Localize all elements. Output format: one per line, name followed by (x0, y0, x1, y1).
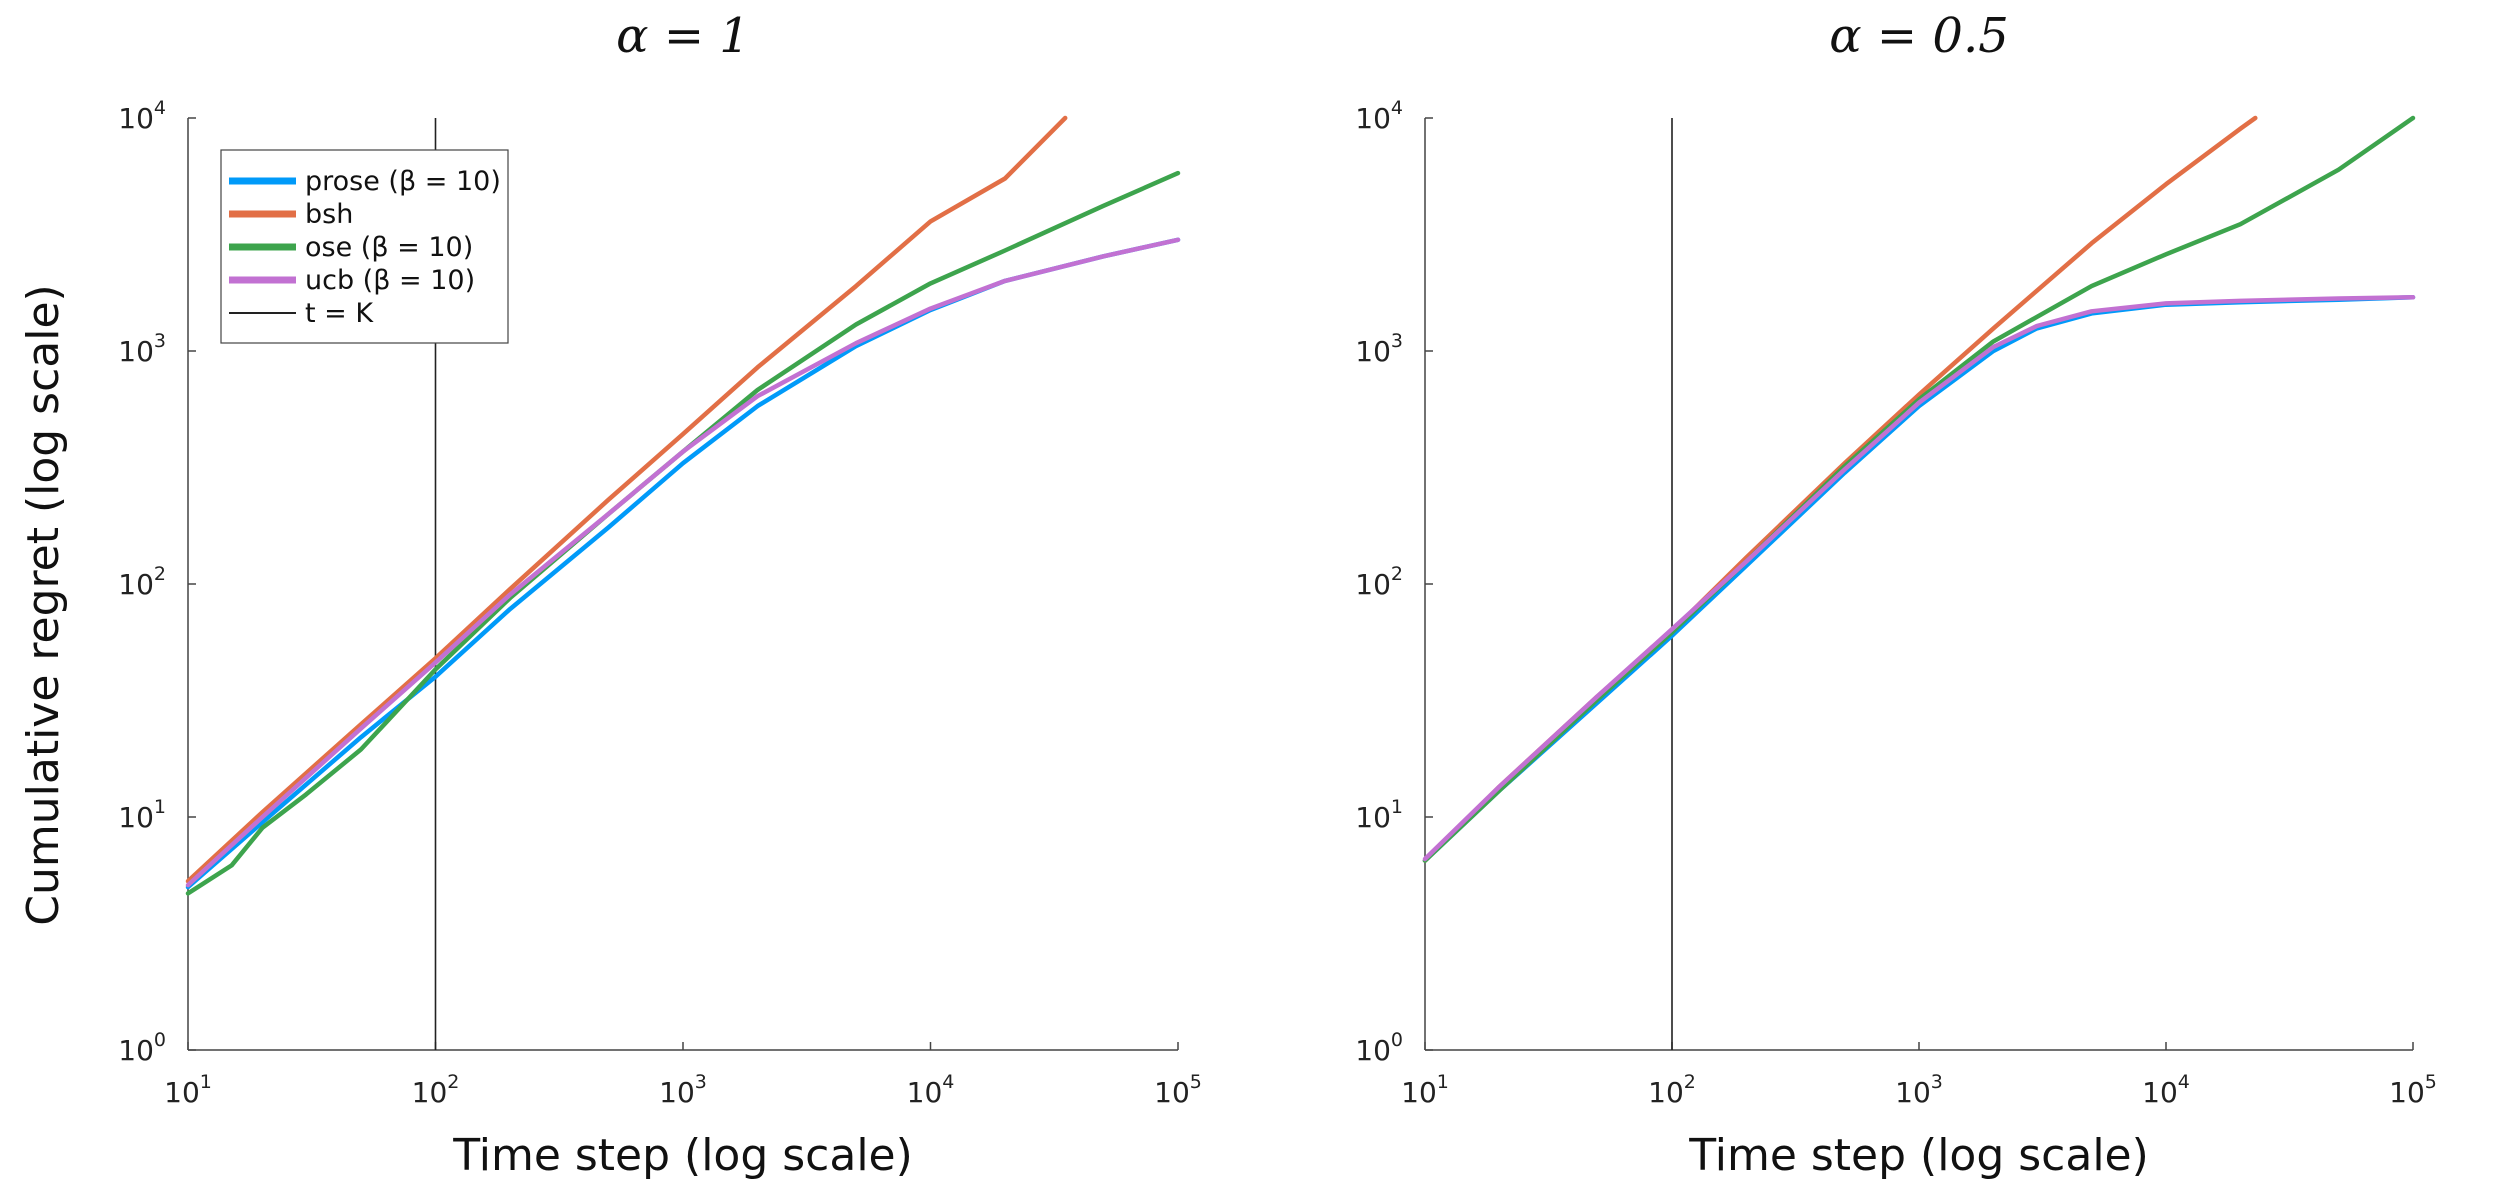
series-line-ose (1422, 115, 2416, 863)
y-tick-label: 103 (1355, 330, 1403, 368)
y-tick-label: 101 (118, 796, 166, 834)
x-tick-label: 104 (2142, 1071, 2190, 1109)
x-tick-label: 102 (1648, 1071, 1696, 1109)
y-tick-label: 103 (118, 330, 166, 368)
x-tick-label: 102 (412, 1071, 460, 1109)
legend-label: ucb (β = 10) (305, 265, 475, 296)
y-tick-label: 102 (1355, 563, 1403, 601)
x-axis-label: Time step (log scale) (452, 1130, 913, 1181)
legend-label: bsh (305, 199, 353, 230)
x-tick-label: 101 (1401, 1071, 1449, 1109)
plot-title: α = 1 (616, 8, 750, 64)
y-tick-label: 100 (118, 1029, 166, 1067)
series-line-ucb (1422, 295, 2416, 862)
left-plot-panel: 101 102 103 104 105 100 101 102 103 104 α = 1 Time … (118, 8, 1202, 1181)
y-tick-label: 104 (118, 97, 166, 135)
x-tick-label: 103 (1895, 1071, 1943, 1109)
plot-title: α = 0.5 (1829, 8, 2008, 64)
series-line-bsh (185, 115, 1068, 884)
x-axis-label: Time step (log scale) (1688, 1130, 2149, 1181)
right-plot-panel: 101 102 103 104 105 100 101 102 103 104 α = 0.5 Tim… (1355, 8, 2437, 1181)
x-tick-label: 105 (2389, 1071, 2437, 1109)
y-tick-label: 104 (1355, 97, 1403, 135)
y-tick-label: 100 (1355, 1029, 1403, 1067)
x-tick-label: 105 (1154, 1071, 1202, 1109)
legend-label: prose (β = 10) (305, 166, 501, 197)
y-tick-label: 102 (118, 563, 166, 601)
x-tick-label: 103 (659, 1071, 707, 1109)
legend-label: t = K (305, 298, 374, 329)
series-line-ucb (185, 237, 1181, 888)
legend-label: ose (β = 10) (305, 232, 473, 263)
y-axis-label: Cumulative regret (log scale) (18, 284, 69, 925)
x-tick-label: 101 (164, 1071, 212, 1109)
y-tick-label: 101 (1355, 796, 1403, 834)
x-tick-label: 104 (907, 1071, 955, 1109)
